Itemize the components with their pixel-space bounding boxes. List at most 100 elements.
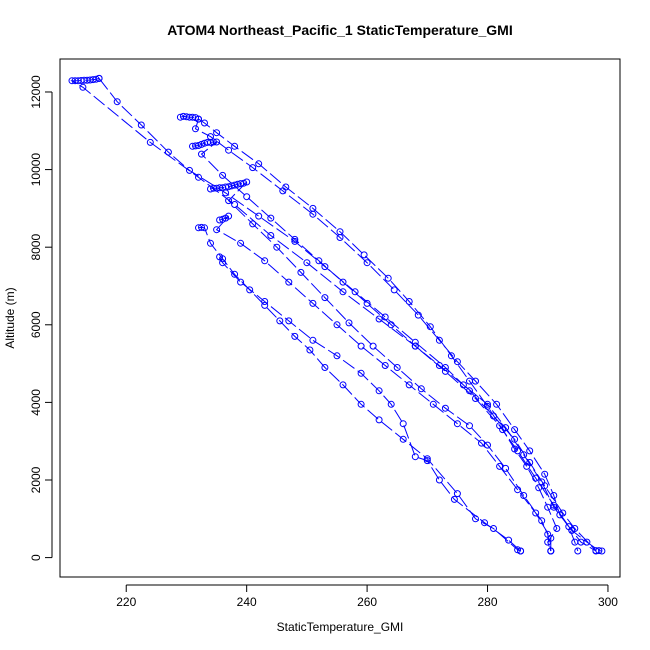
data-point xyxy=(333,352,341,360)
data-point xyxy=(387,321,395,329)
data-point xyxy=(164,148,172,156)
data-point xyxy=(466,377,473,385)
data-point xyxy=(201,224,208,232)
data-point xyxy=(390,286,398,294)
data-point xyxy=(216,253,224,261)
data-point xyxy=(231,142,239,150)
data-point xyxy=(496,462,504,470)
series-line-1 xyxy=(70,77,602,552)
data-point xyxy=(291,332,299,340)
plot-area xyxy=(68,74,606,555)
data-point xyxy=(255,160,263,168)
y-axis-label: Altitude (m) xyxy=(3,287,17,348)
data-point xyxy=(538,478,546,486)
data-point xyxy=(435,362,443,369)
data-point xyxy=(267,232,275,239)
data-point xyxy=(565,523,573,531)
data-point xyxy=(303,259,311,267)
data-point xyxy=(285,278,293,286)
data-point xyxy=(535,484,543,492)
data-point xyxy=(541,470,549,478)
data-point xyxy=(285,317,293,325)
data-point xyxy=(550,503,558,511)
data-point xyxy=(447,352,455,360)
data-point xyxy=(453,420,461,428)
data-point xyxy=(306,346,314,354)
data-point xyxy=(345,319,353,327)
data-point xyxy=(315,257,323,265)
data-point xyxy=(363,259,371,267)
data-point xyxy=(517,547,525,555)
data-point xyxy=(556,511,564,519)
data-point xyxy=(113,98,121,106)
data-point xyxy=(321,263,329,271)
data-point xyxy=(426,323,434,331)
data-point xyxy=(505,536,513,544)
data-point xyxy=(79,83,87,91)
data-point xyxy=(387,400,395,408)
series-line-5 xyxy=(192,141,579,552)
data-point xyxy=(237,278,245,286)
x-tick-label: 220 xyxy=(116,595,136,609)
data-point xyxy=(243,178,251,186)
x-tick-label: 260 xyxy=(357,595,377,609)
data-point xyxy=(411,338,419,346)
data-point xyxy=(261,301,269,309)
data-point xyxy=(225,212,233,220)
data-point xyxy=(213,129,221,137)
data-point xyxy=(411,342,419,350)
data-point xyxy=(357,369,365,377)
data-point xyxy=(339,278,347,286)
data-point xyxy=(71,77,79,85)
data-point xyxy=(520,492,528,499)
data-point xyxy=(592,547,600,555)
series-line-7 xyxy=(215,215,552,551)
data-point xyxy=(523,462,531,470)
series-line-4 xyxy=(198,118,558,552)
data-point xyxy=(321,364,329,371)
data-point xyxy=(417,385,425,393)
x-axis: 220 240 260 280 300 xyxy=(116,584,618,609)
data-point xyxy=(219,171,227,179)
y-tick-label: 4000 xyxy=(29,389,43,416)
data-point xyxy=(237,239,245,247)
data-point xyxy=(411,453,419,461)
data-point xyxy=(381,362,389,369)
data-point xyxy=(547,534,555,542)
series-line-3 xyxy=(180,115,597,552)
series-line-6 xyxy=(210,181,552,552)
data-point xyxy=(297,268,305,276)
data-point xyxy=(550,492,558,499)
data-point xyxy=(246,286,254,294)
data-point xyxy=(210,138,217,146)
y-tick-label: 6000 xyxy=(29,311,43,338)
data-point xyxy=(291,235,299,243)
data-point xyxy=(472,395,479,402)
data-point xyxy=(261,298,269,305)
data-point xyxy=(441,367,449,375)
data-point xyxy=(231,201,239,208)
data-point xyxy=(207,239,214,247)
data-point xyxy=(453,490,461,498)
data-point xyxy=(399,435,407,443)
data-point xyxy=(321,294,329,302)
data-point xyxy=(571,538,579,546)
y-tick-label: 0 xyxy=(29,554,43,561)
series-line-9 xyxy=(219,256,521,552)
data-point xyxy=(309,299,317,307)
data-point xyxy=(195,142,202,149)
data-point xyxy=(514,486,522,494)
data-point xyxy=(435,336,443,344)
data-point xyxy=(219,259,227,267)
data-point xyxy=(95,74,103,82)
data-point xyxy=(547,547,555,555)
data-point xyxy=(255,212,263,220)
data-point xyxy=(435,476,443,484)
series-line-2 xyxy=(98,78,597,551)
data-point xyxy=(357,400,365,408)
data-point xyxy=(502,424,510,432)
data-point xyxy=(243,193,251,201)
data-point xyxy=(553,525,561,532)
data-point xyxy=(360,251,368,259)
